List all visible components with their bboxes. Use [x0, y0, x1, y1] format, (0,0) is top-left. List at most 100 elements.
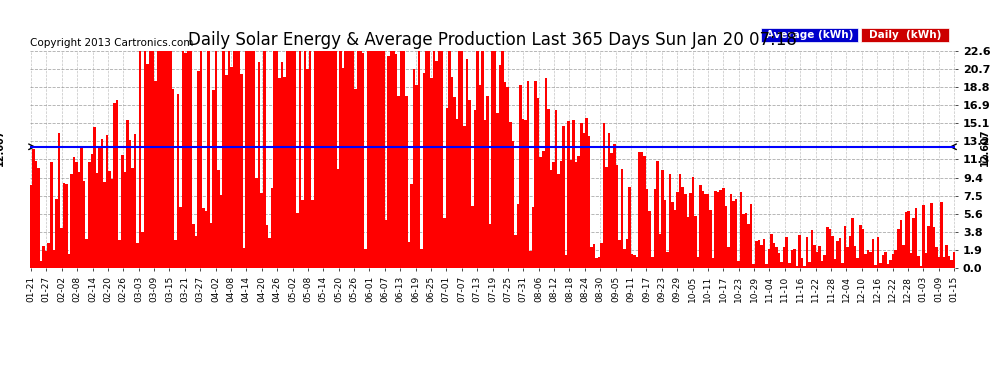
Bar	[235, 51, 238, 268]
Bar	[598, 257, 600, 268]
Bar	[288, 51, 291, 268]
Bar	[327, 51, 329, 268]
Bar	[892, 254, 895, 268]
Bar	[525, 120, 527, 268]
Bar	[902, 245, 905, 268]
Bar	[228, 51, 230, 268]
Bar	[202, 208, 205, 268]
Bar	[562, 126, 565, 268]
Bar	[636, 257, 639, 268]
Bar	[195, 236, 197, 268]
Bar	[730, 194, 733, 268]
Bar	[920, 266, 923, 268]
Bar	[559, 160, 562, 268]
Bar	[67, 254, 70, 268]
Bar	[577, 156, 580, 268]
Bar	[151, 51, 154, 268]
Bar	[476, 51, 478, 268]
Bar	[689, 193, 692, 268]
Bar	[52, 250, 55, 268]
Bar	[530, 251, 532, 268]
Bar	[415, 85, 418, 268]
Bar	[582, 133, 585, 268]
Bar	[30, 185, 33, 268]
Bar	[455, 120, 458, 268]
Bar	[50, 162, 52, 268]
Bar	[653, 189, 656, 268]
Bar	[517, 204, 519, 268]
Bar	[65, 184, 67, 268]
Bar	[588, 136, 590, 268]
Bar	[200, 51, 202, 268]
Bar	[106, 135, 108, 268]
Bar	[342, 68, 345, 268]
Bar	[364, 249, 367, 268]
Bar	[484, 120, 486, 268]
Text: 12.607: 12.607	[980, 128, 990, 165]
Bar	[263, 51, 265, 268]
Bar	[509, 122, 512, 268]
Bar	[780, 262, 783, 268]
Bar	[35, 161, 38, 268]
Bar	[874, 265, 877, 268]
Bar	[608, 133, 611, 268]
Bar	[413, 69, 415, 268]
Bar	[489, 224, 491, 268]
Bar	[114, 103, 116, 268]
Bar	[808, 262, 811, 268]
Bar	[179, 207, 182, 268]
Bar	[369, 51, 372, 268]
Bar	[692, 177, 694, 268]
Bar	[618, 240, 621, 268]
Bar	[438, 51, 441, 268]
Bar	[501, 51, 504, 268]
Bar	[238, 51, 241, 268]
Bar	[707, 194, 710, 268]
Bar	[540, 157, 542, 268]
Bar	[930, 203, 933, 268]
Bar	[856, 258, 859, 268]
Bar	[816, 252, 819, 268]
Bar	[246, 51, 248, 268]
Bar	[233, 51, 235, 268]
Bar	[382, 51, 385, 268]
Bar	[121, 155, 124, 268]
Bar	[281, 62, 283, 268]
Bar	[590, 247, 593, 268]
Bar	[403, 51, 405, 268]
Bar	[727, 248, 730, 268]
Bar	[166, 51, 169, 268]
Bar	[223, 51, 225, 268]
Bar	[108, 171, 111, 268]
Bar	[111, 179, 114, 268]
Bar	[770, 234, 773, 268]
Bar	[478, 85, 481, 268]
Bar	[70, 174, 73, 268]
Text: 12.607: 12.607	[0, 128, 5, 165]
Bar	[821, 261, 824, 268]
Bar	[426, 51, 428, 268]
Bar	[507, 87, 509, 268]
Bar	[446, 108, 448, 268]
Bar	[316, 51, 319, 268]
Bar	[519, 84, 522, 268]
Bar	[374, 51, 377, 268]
Bar	[410, 184, 413, 268]
Bar	[73, 157, 75, 268]
Bar	[676, 192, 679, 268]
Bar	[441, 51, 444, 268]
Bar	[55, 199, 57, 268]
Bar	[923, 205, 925, 268]
Bar	[952, 252, 955, 268]
Bar	[367, 51, 369, 268]
Bar	[486, 96, 489, 268]
Bar	[301, 200, 304, 268]
Bar	[527, 81, 530, 268]
Bar	[755, 242, 757, 268]
Bar	[544, 78, 547, 268]
Bar	[60, 228, 62, 268]
Bar	[806, 237, 808, 268]
Bar	[621, 169, 623, 268]
Bar	[45, 251, 48, 268]
Bar	[572, 120, 575, 268]
